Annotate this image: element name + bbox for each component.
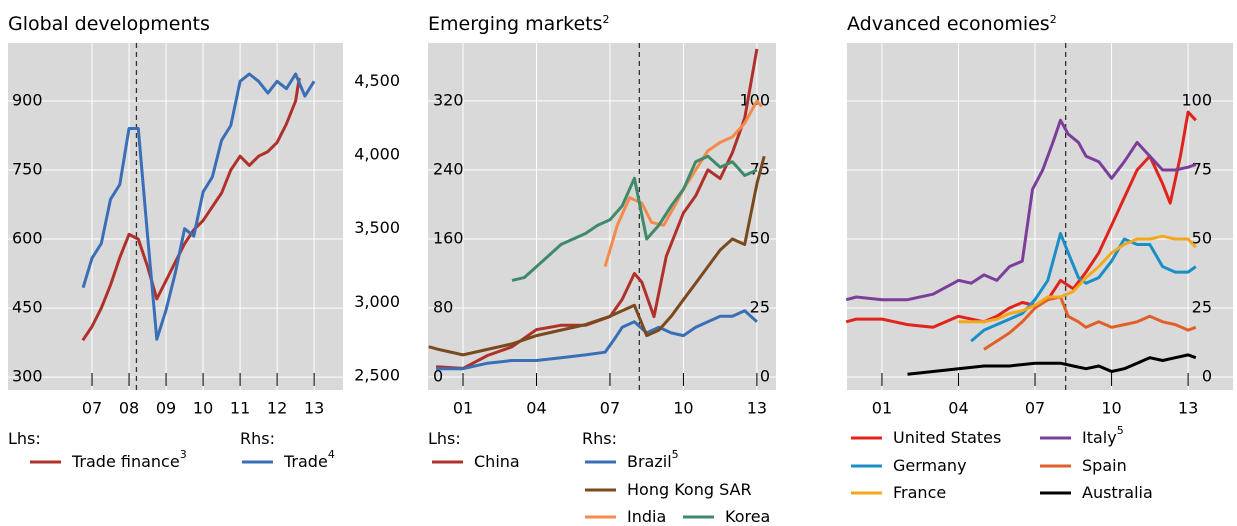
plot-area: [428, 43, 776, 390]
superscript: 3: [180, 448, 187, 461]
legend-group-text: Lhs:: [8, 429, 41, 448]
legend-label: Hong Kong SAR: [627, 480, 752, 499]
series-line: [81, 72, 316, 341]
legend-group-text: Rhs:: [582, 429, 617, 448]
legend-label: Brazil5: [627, 448, 679, 471]
y2-tick-label: 0: [760, 367, 770, 386]
series-line: [511, 154, 758, 282]
x-tick-label: 10: [1101, 399, 1121, 418]
legend-label: Trade4: [283, 448, 335, 471]
series-line: [907, 353, 1197, 376]
legend-label-text: Italy: [1082, 428, 1117, 447]
plot-area: [847, 43, 1233, 390]
legend-label: Germany: [893, 456, 967, 475]
chart-title: Emerging markets2: [428, 13, 610, 35]
chart-title: Advanced economies2: [847, 13, 1057, 35]
series-line: [845, 110, 1197, 329]
y2-tick-label: 3,000: [354, 292, 400, 311]
legend-label: Italy5: [1082, 424, 1124, 447]
legend-label-text: France: [893, 483, 946, 502]
y-tick-label: 160: [433, 228, 464, 247]
y-tick-label: 300: [12, 367, 43, 386]
x-tick-label: 04: [526, 399, 546, 418]
y-tick-label: 600: [12, 229, 43, 248]
chart-title-text: Emerging markets: [428, 13, 603, 35]
x-tick-label: 01: [872, 399, 892, 418]
y-tick-label: 450: [12, 298, 43, 317]
legend-label-text: Hong Kong SAR: [627, 480, 752, 499]
x-tick-label: 09: [156, 399, 176, 418]
legend-label: Australia: [1082, 483, 1153, 502]
legend-label: Trade finance3: [71, 448, 187, 471]
y2-tick-label: 3,500: [354, 218, 400, 237]
x-tick-label: 07: [1025, 399, 1045, 418]
legend-label: France: [893, 483, 946, 502]
legend-label: China: [474, 452, 520, 471]
y-tick-label: 750: [12, 160, 43, 179]
series-line: [958, 234, 1197, 324]
legend-label-text: Australia: [1082, 483, 1153, 502]
legend-label-text: Trade: [283, 452, 328, 471]
y2-tick-label: 4,000: [354, 145, 400, 164]
y2-tick-label: 50: [1192, 228, 1212, 247]
superscript: 2: [603, 13, 610, 26]
legend-label-text: Germany: [893, 456, 967, 475]
legend-label: Spain: [1082, 456, 1127, 475]
y2-tick-label: 0: [1202, 367, 1212, 386]
y2-tick-label: 4,500: [354, 71, 400, 90]
y2-tick-label: 100: [1181, 90, 1212, 109]
y2-tick-label: 75: [1192, 159, 1212, 178]
chart-title-text: Global developments: [8, 13, 210, 35]
legend-label-text: India: [627, 507, 666, 523]
x-tick-label: 07: [82, 399, 102, 418]
chart-title: Global developments: [8, 13, 210, 35]
x-tick-label: 13: [747, 399, 767, 418]
y2-tick-label: 25: [750, 298, 770, 317]
y-tick-label: 80: [433, 297, 453, 316]
legend-label: United States: [893, 428, 1001, 447]
legend-label-text: China: [474, 452, 520, 471]
y2-tick-label: 2,500: [354, 366, 400, 385]
legend-group: Lhs:: [428, 429, 461, 448]
superscript: 5: [1117, 424, 1124, 437]
y2-tick-label: 50: [750, 228, 770, 247]
legend-group: Rhs:: [240, 429, 275, 448]
series-line: [428, 155, 766, 357]
legend-label-text: Korea: [725, 507, 770, 523]
series-line: [845, 118, 1197, 302]
y-tick-label: 240: [433, 159, 464, 178]
legend-group-text: Rhs:: [240, 429, 275, 448]
superscript: 5: [672, 448, 679, 461]
x-tick-label: 11: [230, 399, 250, 418]
legend-group: Rhs:: [582, 429, 617, 448]
y2-tick-label: 25: [1192, 298, 1212, 317]
plot-area: [8, 43, 343, 390]
series-line: [983, 295, 1197, 351]
chart-title-text: Advanced economies: [847, 13, 1050, 35]
x-tick-label: 13: [1178, 399, 1198, 418]
legend-label-text: Spain: [1082, 456, 1127, 475]
superscript: 2: [1050, 13, 1057, 26]
x-tick-label: 08: [119, 399, 139, 418]
x-tick-label: 04: [948, 399, 968, 418]
legend-label: Korea: [725, 507, 770, 523]
x-tick-label: 13: [304, 399, 324, 418]
legend-group-text: Lhs:: [428, 429, 461, 448]
legend-label-text: Brazil: [627, 452, 672, 471]
x-tick-label: 12: [267, 399, 287, 418]
x-tick-label: 01: [453, 399, 473, 418]
y-tick-label: 0: [433, 367, 443, 386]
superscript: 4: [328, 448, 335, 461]
x-tick-label: 10: [193, 399, 213, 418]
legend-group: Lhs:: [8, 429, 41, 448]
y-tick-label: 320: [433, 90, 464, 109]
y-tick-label: 900: [12, 90, 43, 109]
legend-label-text: Trade finance: [71, 452, 180, 471]
x-tick-label: 07: [600, 399, 620, 418]
legend-label: India: [627, 507, 666, 523]
x-tick-label: 10: [673, 399, 693, 418]
legend-label-text: United States: [893, 428, 1001, 447]
series-line: [436, 309, 758, 371]
